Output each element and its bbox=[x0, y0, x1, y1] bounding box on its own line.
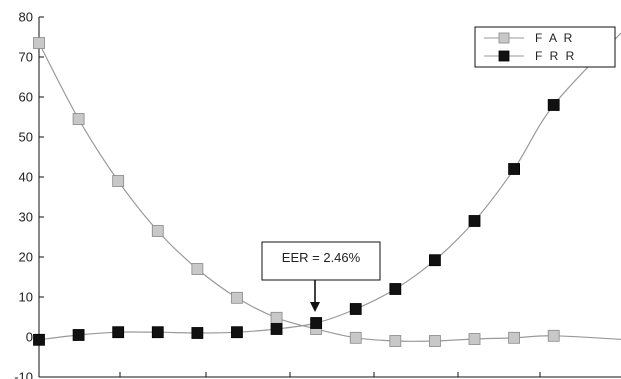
far-point bbox=[270, 311, 283, 324]
frr-point bbox=[270, 323, 283, 335]
chart-axes bbox=[38, 17, 621, 378]
series-line-far bbox=[38, 42, 621, 342]
frr-point bbox=[547, 99, 560, 111]
far-point bbox=[547, 329, 560, 342]
y-tick-label: 80 bbox=[19, 10, 33, 25]
legend-frr-label: F R R bbox=[535, 49, 576, 63]
y-tick-label: -10 bbox=[14, 370, 33, 379]
annotation-label: EER = 2.46% bbox=[282, 250, 361, 265]
frr-point bbox=[151, 326, 164, 339]
y-tick-label: 70 bbox=[19, 50, 33, 65]
frr-point bbox=[429, 254, 441, 267]
frr-point bbox=[468, 215, 481, 227]
frr-point bbox=[191, 327, 204, 339]
y-axis-ticks: -10 0 10 20 30 40 50 60 70 80 bbox=[14, 10, 44, 379]
y-tick-label: 30 bbox=[19, 210, 33, 225]
far-point bbox=[33, 37, 45, 49]
y-tick-label: 60 bbox=[19, 90, 33, 105]
eer-annotation: EER = 2.46% bbox=[261, 241, 381, 312]
annotation-box bbox=[261, 241, 381, 281]
legend-far-marker bbox=[498, 32, 510, 44]
series-markers bbox=[33, 37, 560, 347]
y-tick-label: 40 bbox=[19, 170, 33, 185]
y-tick-label: 50 bbox=[19, 130, 33, 145]
far-point bbox=[231, 291, 243, 304]
series-lines bbox=[38, 32, 621, 342]
frr-point bbox=[231, 326, 243, 339]
far-point bbox=[151, 225, 164, 237]
legend-far-label: F A R bbox=[535, 31, 574, 45]
frr-point bbox=[508, 163, 521, 175]
y-tick-label: 10 bbox=[19, 290, 33, 305]
far-point bbox=[349, 331, 362, 344]
far-point bbox=[389, 335, 402, 347]
frr-point bbox=[389, 283, 402, 295]
far-point bbox=[429, 335, 441, 347]
frr-point bbox=[33, 333, 45, 346]
frr-point bbox=[72, 329, 85, 341]
far-point bbox=[72, 113, 85, 125]
series-line-frr bbox=[38, 32, 621, 341]
frr-point bbox=[310, 317, 323, 329]
legend: F A R F R R bbox=[474, 26, 616, 68]
legend-frr-marker bbox=[498, 50, 510, 62]
far-point bbox=[468, 333, 481, 345]
legend-box bbox=[474, 26, 616, 68]
y-tick-label: 0 bbox=[26, 330, 33, 345]
annotation-arrow-head bbox=[310, 302, 320, 312]
far-point bbox=[508, 331, 521, 344]
far-point bbox=[112, 175, 125, 187]
y-tick-label: 20 bbox=[19, 250, 33, 265]
far-point bbox=[191, 263, 204, 275]
frr-point bbox=[112, 326, 125, 339]
frr-point bbox=[349, 303, 362, 315]
